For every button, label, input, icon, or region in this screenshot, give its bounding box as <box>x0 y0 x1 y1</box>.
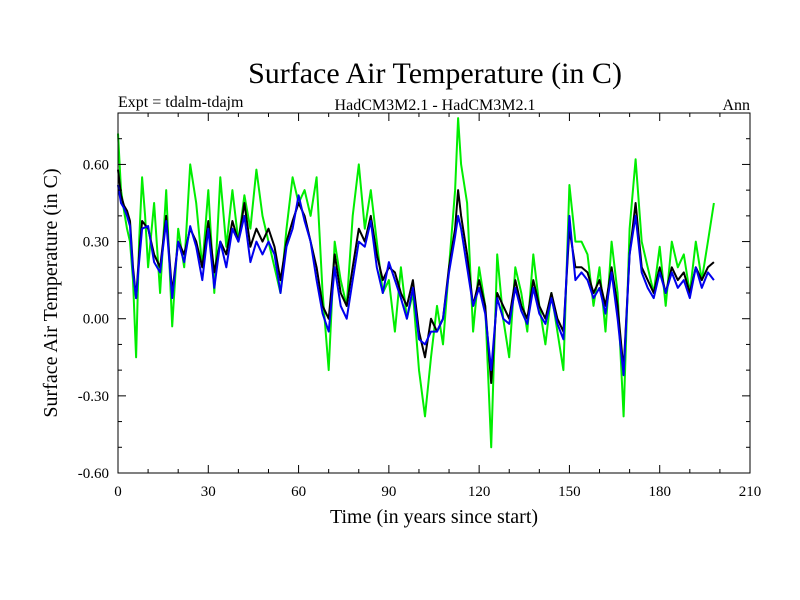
y-axis-label: Surface Air Temperature (in C) <box>40 168 62 417</box>
x-tick-label: 30 <box>201 484 216 500</box>
y-tick-label: 0.60 <box>83 157 109 173</box>
x-tick-label: 90 <box>381 484 396 500</box>
y-tick-label: 0.00 <box>83 312 109 328</box>
x-tick-label: 210 <box>739 484 762 500</box>
x-axis-label: Time (in years since start) <box>330 506 538 528</box>
series-line-green <box>117 117 715 449</box>
plot-frame <box>117 112 751 474</box>
chart-subtitle-left: Expt = tdalm-tdajm <box>118 94 244 111</box>
y-tick-label: 0.30 <box>83 235 109 251</box>
x-tick-label: 120 <box>468 484 491 500</box>
y-tick-label: -0.30 <box>78 389 109 405</box>
x-tick-label: 180 <box>648 484 671 500</box>
x-tick-label: 0 <box>114 484 122 500</box>
ticks-layer: 0 30 60 90 120 150 180 210 -0.60 -0.30 0.00 0.30 0.6… <box>78 112 762 500</box>
chart-subtitle-center: HadCM3M2.1 - HadCM3M2.1 <box>335 97 536 114</box>
series-line-blue <box>117 184 715 377</box>
y-tick-label: -0.60 <box>78 466 109 482</box>
chart-subtitle-right: Ann <box>722 97 750 114</box>
x-tick-label: 60 <box>291 484 306 500</box>
chart-title: Surface Air Temperature (in C) <box>248 57 622 90</box>
x-tick-label: 150 <box>558 484 581 500</box>
series-layer <box>117 117 715 449</box>
